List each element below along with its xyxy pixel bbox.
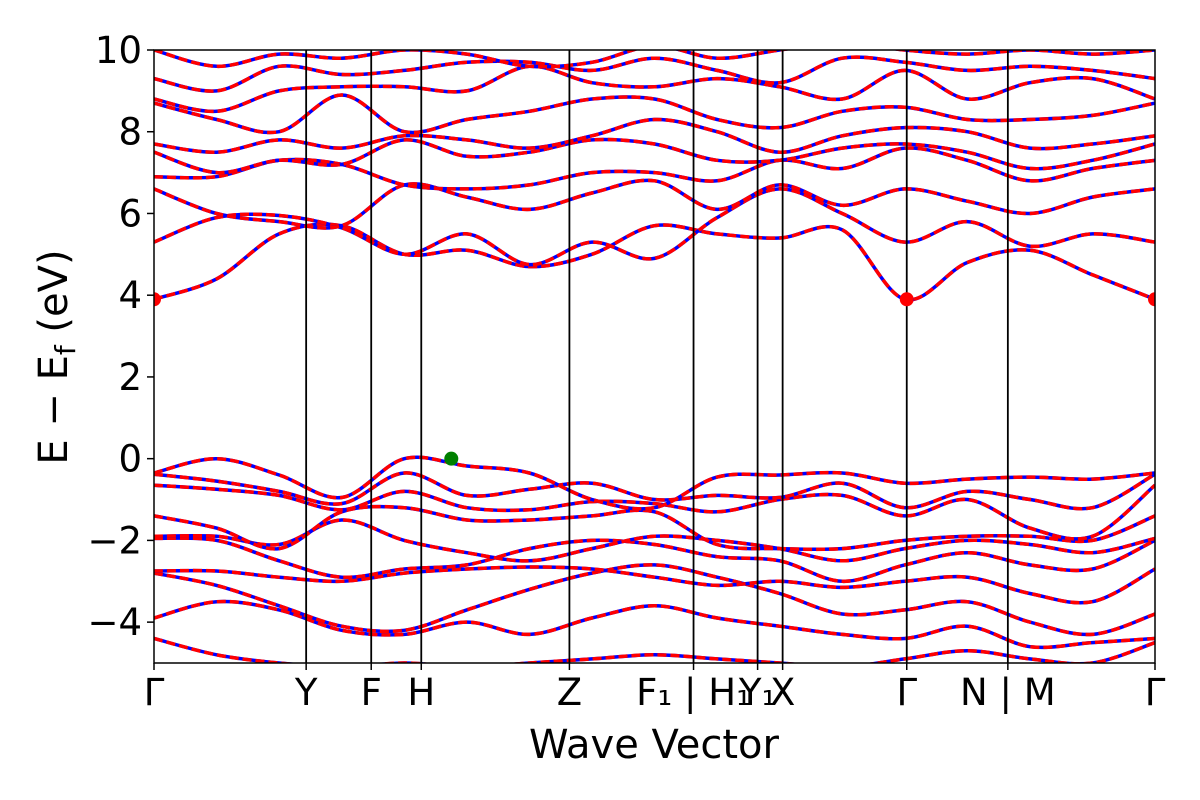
- y-tick-label-5: 6: [118, 192, 142, 235]
- x-tick-label-10: Γ: [1145, 671, 1166, 714]
- cbm-marker-1: [899, 292, 914, 307]
- band-4-wannier-line: [154, 536, 1155, 584]
- x-axis-title: Wave Vector: [529, 722, 780, 768]
- band-8-wannier-line: [154, 471, 1155, 511]
- band-18-wannier-line: [154, 55, 1155, 93]
- y-tick-label-7: 10: [95, 29, 142, 72]
- y-tick-label-2: 0: [118, 438, 142, 481]
- y-axis-title-sub: f: [49, 344, 82, 355]
- x-tick-label-9: N | M: [960, 671, 1056, 714]
- band-16-wannier-line: [154, 93, 1155, 135]
- band-9-dft-line: [154, 455, 1155, 511]
- y-tick-label-4: 4: [118, 274, 142, 317]
- band-14-wannier-line: [154, 137, 1155, 175]
- markers: [154, 292, 1155, 466]
- y-axis-title: E − Ef (eV): [31, 249, 82, 464]
- x-tick-label-1: Y: [294, 671, 318, 714]
- band-7-wannier-line: [154, 483, 1155, 541]
- plot-frame: [153, 49, 1156, 664]
- y-tick-label-1: −2: [87, 519, 142, 562]
- x-tick-label-6: Y₁: [738, 671, 776, 714]
- band-13-wannier-line: [154, 146, 1155, 191]
- plot-background: [154, 50, 1155, 663]
- y-axis-title-unit: (eV): [31, 249, 77, 345]
- y-tick-label-6: 8: [118, 111, 142, 154]
- x-tick-label-8: Γ: [896, 671, 917, 714]
- kpoint-lines: [305, 50, 1009, 663]
- y-tick-label-0: −4: [87, 601, 142, 644]
- x-tick-label-0: Γ: [144, 671, 165, 714]
- band-6-wannier-line: [154, 504, 1155, 552]
- x-tick-label-4: Z: [557, 671, 582, 714]
- vbm-marker: [444, 451, 459, 466]
- x-tick-label-5: F₁ | H₁: [636, 671, 751, 714]
- band-15-wannier-line: [154, 117, 1155, 154]
- bands-layer: [154, 50, 1155, 663]
- band-3-wannier-line: [154, 565, 1155, 605]
- y-tick-label-3: 2: [118, 356, 142, 399]
- band-19-wannier-line: [154, 50, 1155, 69]
- cbm-marker-0: [154, 292, 161, 307]
- y-axis: −4 −2 0 2 4 6 8 10: [87, 29, 154, 644]
- x-tick-label-2: F: [361, 671, 382, 714]
- cbm-marker-2: [1148, 292, 1155, 307]
- x-tick-label-7: X: [770, 671, 795, 714]
- band-17-wannier-line: [154, 64, 1155, 114]
- band-2-wannier-line: [154, 563, 1155, 637]
- band-0-dft-line: [154, 636, 1155, 663]
- y-axis-title-main: E − E: [31, 355, 77, 465]
- band-1-wannier-line: [154, 599, 1155, 650]
- band-11-dft-line: [154, 187, 1155, 267]
- band-5-wannier-line: [154, 518, 1155, 563]
- x-tick-label-3: H: [407, 671, 435, 714]
- band-12-wannier-line: [154, 178, 1155, 230]
